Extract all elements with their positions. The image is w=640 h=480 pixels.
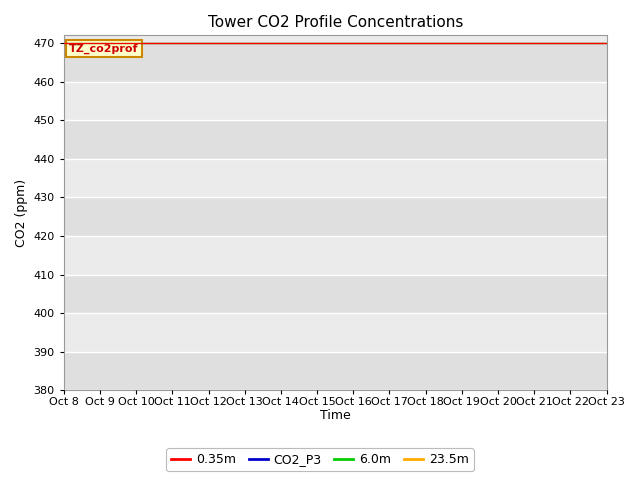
- 6.0m: [209, 40, 217, 46]
- 6.0m: [70, 40, 77, 46]
- Bar: [64, 275, 607, 313]
- 0.35m: [70, 40, 77, 46]
- 0.35m: [180, 40, 188, 46]
- 23.5m: [209, 40, 217, 46]
- 0.35m: [417, 40, 425, 46]
- CO2_P3: [180, 40, 188, 46]
- CO2_P3: [209, 40, 217, 46]
- 23.5m: [70, 40, 77, 46]
- 23.5m: [180, 40, 188, 46]
- 6.0m: [60, 40, 68, 46]
- Bar: [64, 43, 607, 82]
- Bar: [64, 120, 607, 159]
- 23.5m: [125, 40, 133, 46]
- Y-axis label: CO2 (ppm): CO2 (ppm): [15, 179, 28, 247]
- Legend: 0.35m, CO2_P3, 6.0m, 23.5m: 0.35m, CO2_P3, 6.0m, 23.5m: [166, 448, 474, 471]
- 23.5m: [603, 40, 611, 46]
- CO2_P3: [603, 40, 611, 46]
- 6.0m: [417, 40, 425, 46]
- CO2_P3: [125, 40, 133, 46]
- Text: TZ_co2prof: TZ_co2prof: [69, 43, 139, 54]
- X-axis label: Time: Time: [320, 409, 351, 422]
- 6.0m: [125, 40, 133, 46]
- 23.5m: [401, 40, 409, 46]
- Title: Tower CO2 Profile Concentrations: Tower CO2 Profile Concentrations: [207, 15, 463, 30]
- 6.0m: [401, 40, 409, 46]
- CO2_P3: [60, 40, 68, 46]
- CO2_P3: [70, 40, 77, 46]
- 0.35m: [603, 40, 611, 46]
- CO2_P3: [401, 40, 409, 46]
- 0.35m: [125, 40, 133, 46]
- 0.35m: [209, 40, 217, 46]
- 23.5m: [417, 40, 425, 46]
- Bar: [64, 352, 607, 390]
- 0.35m: [60, 40, 68, 46]
- CO2_P3: [417, 40, 425, 46]
- 23.5m: [60, 40, 68, 46]
- 6.0m: [180, 40, 188, 46]
- Bar: [64, 197, 607, 236]
- 0.35m: [401, 40, 409, 46]
- 6.0m: [603, 40, 611, 46]
